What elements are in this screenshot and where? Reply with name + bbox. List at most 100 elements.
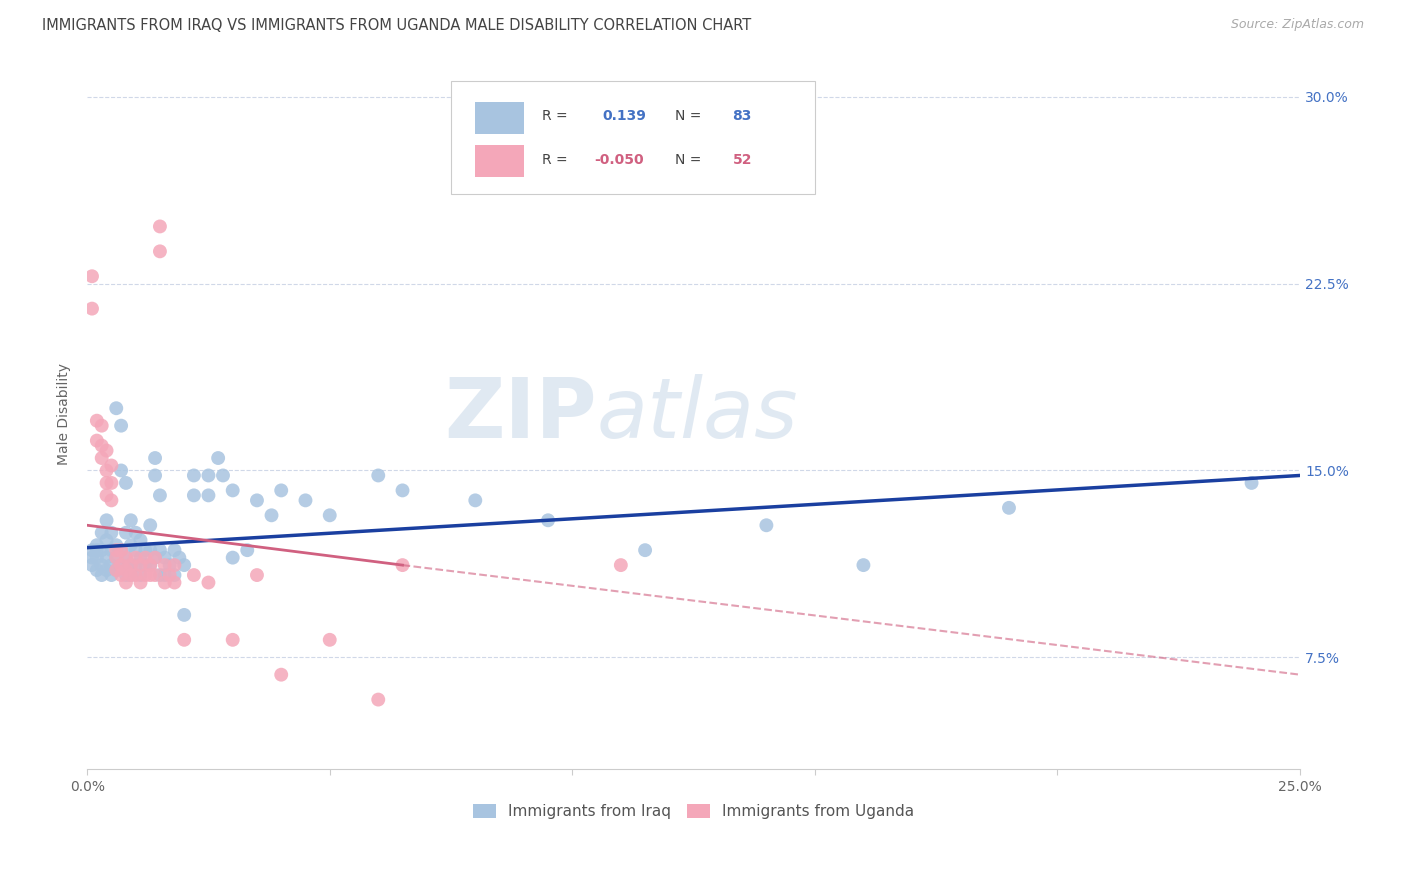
Point bbox=[143, 550, 166, 565]
Text: R =: R = bbox=[541, 153, 568, 167]
Point bbox=[129, 558, 152, 573]
Point bbox=[80, 550, 103, 565]
Point bbox=[100, 493, 122, 508]
Point bbox=[105, 538, 128, 552]
Point bbox=[100, 475, 122, 490]
Point bbox=[173, 607, 195, 622]
Point bbox=[270, 483, 292, 498]
Point bbox=[134, 568, 156, 582]
Point bbox=[86, 563, 108, 577]
Point bbox=[153, 558, 176, 573]
Point bbox=[80, 558, 103, 573]
Point bbox=[634, 543, 657, 558]
Point bbox=[120, 558, 142, 573]
Text: Source: ZipAtlas.com: Source: ZipAtlas.com bbox=[1230, 18, 1364, 31]
Point bbox=[246, 493, 269, 508]
Text: 83: 83 bbox=[733, 109, 752, 123]
Point bbox=[391, 558, 413, 573]
Point bbox=[139, 558, 162, 573]
Point bbox=[86, 414, 108, 428]
FancyBboxPatch shape bbox=[475, 102, 524, 134]
Point bbox=[319, 508, 342, 523]
Point bbox=[96, 443, 118, 458]
Point bbox=[110, 543, 132, 558]
Point bbox=[149, 488, 172, 502]
Point bbox=[86, 550, 108, 565]
Point bbox=[610, 558, 633, 573]
Point bbox=[197, 575, 219, 590]
Point bbox=[367, 468, 389, 483]
Point bbox=[159, 568, 181, 582]
Point bbox=[163, 543, 186, 558]
Point bbox=[537, 513, 560, 527]
Point bbox=[96, 463, 118, 477]
Point bbox=[100, 558, 122, 573]
Text: ZIP: ZIP bbox=[444, 374, 596, 455]
Point bbox=[183, 568, 205, 582]
Point bbox=[159, 558, 181, 573]
Point bbox=[464, 493, 486, 508]
Point bbox=[124, 525, 146, 540]
Point bbox=[134, 550, 156, 565]
Point bbox=[100, 543, 122, 558]
Point bbox=[86, 434, 108, 448]
Point bbox=[105, 550, 128, 565]
Point bbox=[139, 518, 162, 533]
Point bbox=[212, 468, 235, 483]
Point bbox=[139, 543, 162, 558]
Point bbox=[100, 458, 122, 473]
Point bbox=[755, 518, 778, 533]
Point bbox=[96, 513, 118, 527]
Point bbox=[143, 468, 166, 483]
Point bbox=[124, 543, 146, 558]
Point bbox=[173, 558, 195, 573]
Point bbox=[319, 632, 342, 647]
Legend: Immigrants from Iraq, Immigrants from Uganda: Immigrants from Iraq, Immigrants from Ug… bbox=[467, 798, 920, 825]
Point bbox=[105, 550, 128, 565]
Point bbox=[120, 558, 142, 573]
Point bbox=[129, 533, 152, 548]
Text: R =: R = bbox=[541, 109, 568, 123]
Point bbox=[80, 269, 103, 284]
Point bbox=[153, 550, 176, 565]
Text: atlas: atlas bbox=[596, 374, 799, 455]
Point bbox=[149, 244, 172, 259]
Point bbox=[115, 475, 138, 490]
Point bbox=[110, 558, 132, 573]
Point bbox=[110, 463, 132, 477]
Point bbox=[80, 543, 103, 558]
Point bbox=[115, 525, 138, 540]
Text: 0.139: 0.139 bbox=[603, 109, 647, 123]
Point bbox=[197, 488, 219, 502]
Point bbox=[183, 468, 205, 483]
Point bbox=[129, 550, 152, 565]
Point bbox=[96, 563, 118, 577]
Point bbox=[120, 513, 142, 527]
Point bbox=[246, 568, 269, 582]
Point bbox=[149, 219, 172, 234]
Point bbox=[207, 450, 229, 465]
Point bbox=[86, 538, 108, 552]
Point bbox=[110, 418, 132, 433]
Point bbox=[149, 568, 172, 582]
Point bbox=[124, 558, 146, 573]
Point bbox=[153, 568, 176, 582]
Point bbox=[143, 568, 166, 582]
Text: N =: N = bbox=[675, 153, 702, 167]
Point bbox=[110, 543, 132, 558]
Point bbox=[105, 563, 128, 577]
Y-axis label: Male Disability: Male Disability bbox=[58, 363, 72, 466]
Point bbox=[173, 632, 195, 647]
Point bbox=[149, 543, 172, 558]
Text: -0.050: -0.050 bbox=[595, 153, 644, 167]
Point bbox=[115, 575, 138, 590]
Point bbox=[90, 439, 112, 453]
Point bbox=[169, 550, 191, 565]
Point bbox=[260, 508, 283, 523]
Point bbox=[90, 558, 112, 573]
Point bbox=[105, 563, 128, 577]
Point bbox=[1240, 475, 1263, 490]
Point bbox=[163, 568, 186, 582]
Point bbox=[120, 538, 142, 552]
Point bbox=[124, 550, 146, 565]
